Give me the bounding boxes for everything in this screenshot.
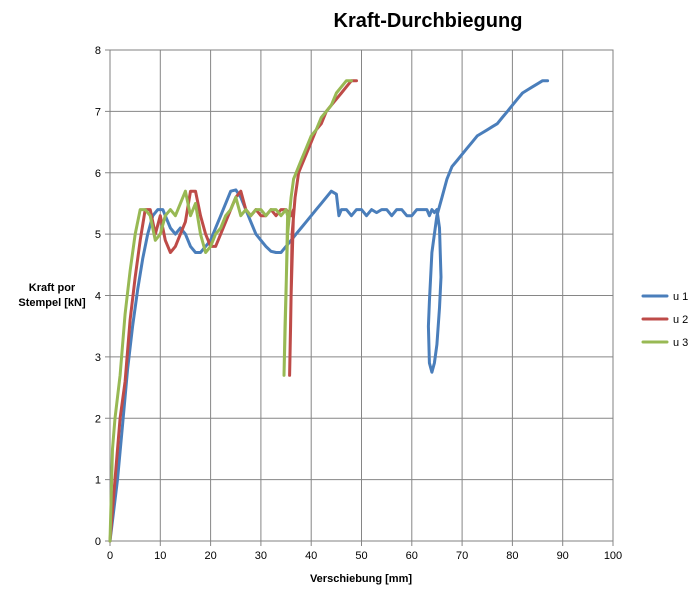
y-axis-title-line-1: Kraft por <box>29 282 76 294</box>
x-tick-label: 60 <box>406 550 418 562</box>
series-line-1 <box>108 79 550 543</box>
legend-label-1: u 1 <box>673 291 688 303</box>
y-tick-label: 2 <box>95 413 101 425</box>
x-tick-label: 50 <box>355 550 367 562</box>
x-axis-ticks: 0 10 20 30 40 50 60 70 80 90 100 <box>107 541 622 562</box>
series-line-3 <box>108 79 353 543</box>
series-lines <box>108 79 550 543</box>
legend: u 1 u 2 u 3 <box>641 291 688 349</box>
y-tick-label: 0 <box>95 536 101 548</box>
x-tick-label: 0 <box>107 550 113 562</box>
y-tick-label: 7 <box>95 106 101 118</box>
x-tick-label: 40 <box>305 550 317 562</box>
y-tick-label: 1 <box>95 475 101 487</box>
x-tick-label: 100 <box>604 550 622 562</box>
y-tick-label: 3 <box>95 352 101 364</box>
x-tick-label: 10 <box>154 550 166 562</box>
y-tick-label: 4 <box>95 291 101 303</box>
legend-label-2: u 2 <box>673 314 688 326</box>
y-tick-label: 8 <box>95 45 101 57</box>
chart-title: Kraft-Durchbiegung <box>334 10 523 32</box>
legend-label-3: u 3 <box>673 337 688 349</box>
x-tick-label: 30 <box>255 550 267 562</box>
y-tick-label: 6 <box>95 168 101 180</box>
x-tick-label: 90 <box>557 550 569 562</box>
x-axis-title: Verschiebung [mm] <box>310 573 412 585</box>
y-tick-label: 5 <box>95 229 101 241</box>
y-axis-ticks: 0 1 2 3 4 5 6 7 8 <box>95 45 110 548</box>
x-tick-label: 20 <box>204 550 216 562</box>
x-tick-label: 70 <box>456 550 468 562</box>
x-tick-label: 80 <box>506 550 518 562</box>
y-axis-title-line-2: Stempel [kN] <box>18 297 86 309</box>
